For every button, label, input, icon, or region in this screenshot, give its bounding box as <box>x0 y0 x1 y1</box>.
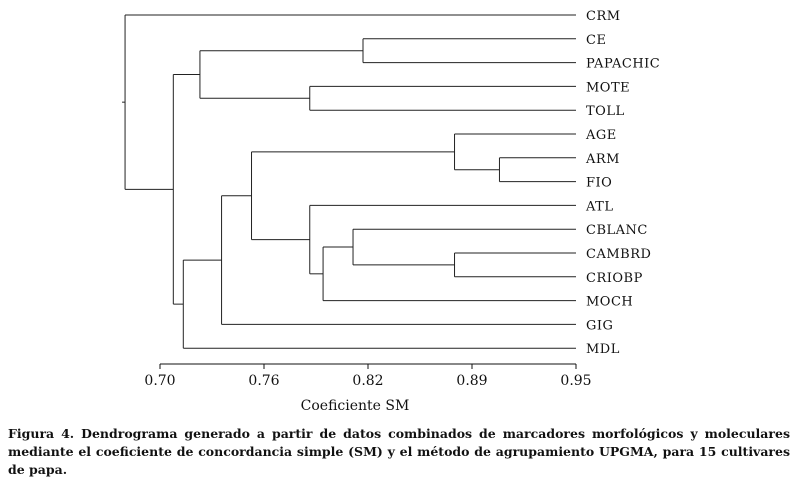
leaf-label-gig: GIG <box>586 318 613 333</box>
leaf-labels: CRM CE PAPACHIC MOTE TOLL AGE ARM FIO ATL CBLANC C… <box>585 9 660 357</box>
leaf-label-moch: MOCH <box>586 295 633 310</box>
leaf-label-cambrd: CAMBRD <box>586 247 651 262</box>
x-axis: 0.70 0.76 0.82 0.89 0.95 Coeficiente SM <box>144 363 592 414</box>
leaf-label-arm: ARM <box>585 152 620 167</box>
x-axis-label: Coeficiente SM <box>301 398 410 414</box>
leaf-label-mote: MOTE <box>586 80 630 95</box>
leaf-label-crm: CRM <box>586 9 621 24</box>
x-tick-label: 0.82 <box>352 373 383 389</box>
leaf-label-atl: ATL <box>585 199 613 214</box>
figure-caption: Figura 4. Dendrograma generado a partir … <box>8 426 790 477</box>
x-axis-ticks: 0.70 0.76 0.82 0.89 0.95 <box>144 364 592 389</box>
x-tick-label: 0.89 <box>456 373 487 389</box>
leaf-label-cblanc: CBLANC <box>586 223 648 238</box>
x-tick-label: 0.95 <box>560 373 591 389</box>
dendrogram-links <box>122 14 576 349</box>
leaf-label-age: AGE <box>585 128 617 143</box>
x-tick-label: 0.76 <box>248 373 279 389</box>
x-tick-label: 0.70 <box>144 373 175 389</box>
leaf-label-criobp: CRIOBP <box>586 271 643 286</box>
leaf-label-mdl: MDL <box>586 342 620 357</box>
leaf-label-fio: FIO <box>586 176 612 191</box>
leaf-label-toll: TOLL <box>586 104 625 119</box>
leaf-label-papachic: PAPACHIC <box>586 57 660 72</box>
leaf-label-ce: CE <box>586 33 606 48</box>
dendrogram-chart: CRM CE PAPACHIC MOTE TOLL AGE ARM FIO ATL CBLANC C… <box>122 9 660 414</box>
